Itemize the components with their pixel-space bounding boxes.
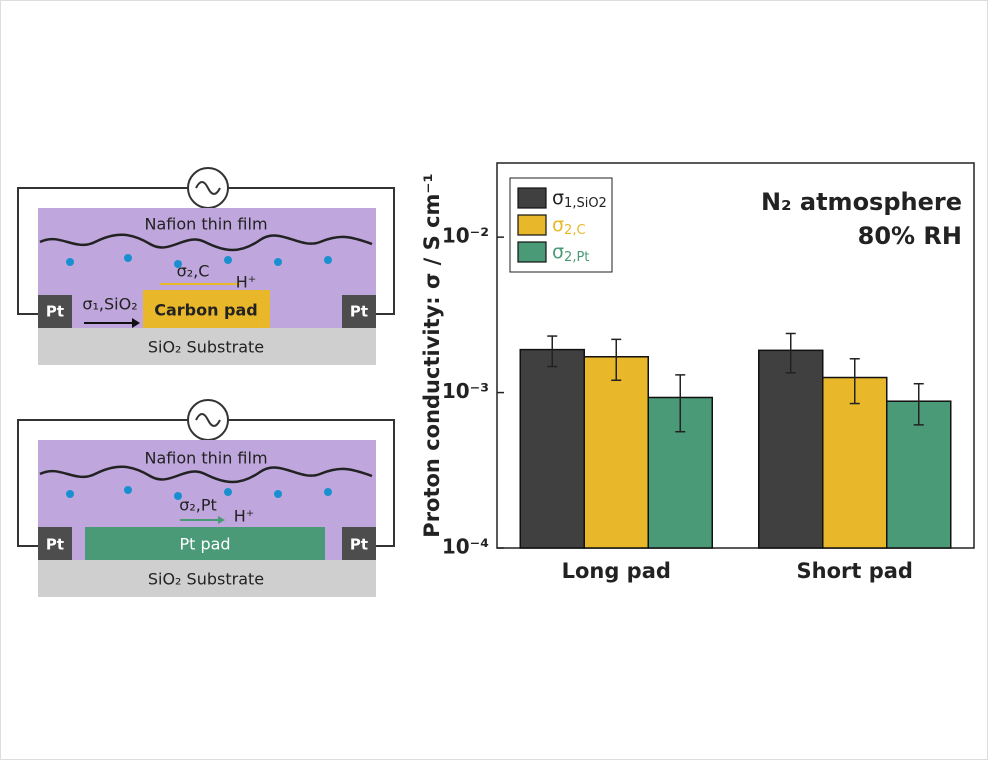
annotation: 80% RH <box>858 222 962 250</box>
substrate <box>38 560 376 597</box>
sigma-label: σ₁,SiO₂ <box>82 295 137 314</box>
legend-label: σ1,SiO2 <box>552 187 607 211</box>
electrode <box>38 527 72 560</box>
legend-swatch <box>517 241 547 263</box>
substrate-label: SiO₂ Substrate <box>148 338 264 357</box>
x-tick-label: Long pad <box>562 559 671 583</box>
proton-label: H⁺ <box>236 273 256 292</box>
legend-label: σ2,C <box>552 214 586 238</box>
wire <box>17 187 188 315</box>
electrode-label: Pt <box>46 303 64 321</box>
plot-frame <box>496 162 975 549</box>
legend-swatch <box>517 187 547 209</box>
electrode <box>342 527 376 560</box>
diagram-bottom: Nafion thin film Pt Pt Pt pad SiO₂ Subst… <box>17 399 395 597</box>
electrode-label: Pt <box>350 536 368 554</box>
legend-subscript: 1,SiO2 <box>564 196 607 211</box>
pad-label: Pt pad <box>179 535 230 554</box>
polymer-chain <box>39 465 373 484</box>
legend-label: σ2,Pt <box>552 241 589 265</box>
wire <box>17 419 188 547</box>
proton-label: H⁺ <box>234 507 254 526</box>
ac-symbol <box>195 181 221 195</box>
film-label: Nafion thin film <box>144 215 267 234</box>
legend-subscript: 2,Pt <box>564 250 589 265</box>
ac-symbol <box>195 413 221 427</box>
annotation: N₂ atmosphere <box>761 188 962 216</box>
legend-symbol: σ <box>552 187 564 209</box>
error-bar <box>675 374 686 433</box>
pad-label: Carbon pad <box>154 301 258 320</box>
electrode-label: Pt <box>350 303 368 321</box>
electrode <box>38 295 72 328</box>
y-tick-label: 10⁻³ <box>442 379 489 403</box>
x-tick-label: Short pad <box>797 559 913 583</box>
film-label: Nafion thin film <box>144 449 267 468</box>
error-bar <box>547 335 558 368</box>
arrowhead <box>218 516 225 524</box>
bar <box>822 376 888 549</box>
legend-swatch <box>517 214 547 236</box>
wire <box>228 419 395 547</box>
pt-pad <box>85 527 325 560</box>
bar <box>519 348 585 549</box>
y-tick-label: 10⁻⁴ <box>442 535 489 559</box>
sigma-label: σ₂,C <box>177 262 210 281</box>
y-tick-label: 10⁻² <box>442 224 489 248</box>
error-bar <box>913 382 924 426</box>
legend-subscript: 2,C <box>564 223 585 238</box>
bar <box>886 400 952 549</box>
electrode-label: Pt <box>46 536 64 554</box>
legend-symbol: σ <box>552 214 564 236</box>
bar <box>583 356 649 549</box>
arrowhead <box>132 318 140 328</box>
error-bar <box>849 358 860 405</box>
electrode <box>342 295 376 328</box>
substrate-label: SiO₂ Substrate <box>148 570 264 589</box>
error-bar <box>611 338 622 382</box>
sulfonate-groups <box>66 254 332 268</box>
carbon-pad <box>143 290 270 328</box>
error-bar <box>785 332 796 374</box>
sigma-label: σ₂,Pt <box>179 496 217 515</box>
substrate <box>38 328 376 365</box>
diagram-top: Nafion thin film Pt Pt Carbon pad SiO₂ S… <box>17 167 395 365</box>
wire <box>228 187 395 315</box>
sulfonate-groups <box>66 486 332 500</box>
y-axis-label: Proton conductivity: σ / S cm⁻¹ <box>420 173 444 537</box>
bar <box>758 349 824 549</box>
legend-symbol: σ <box>552 241 564 263</box>
polymer-chain <box>39 233 373 252</box>
